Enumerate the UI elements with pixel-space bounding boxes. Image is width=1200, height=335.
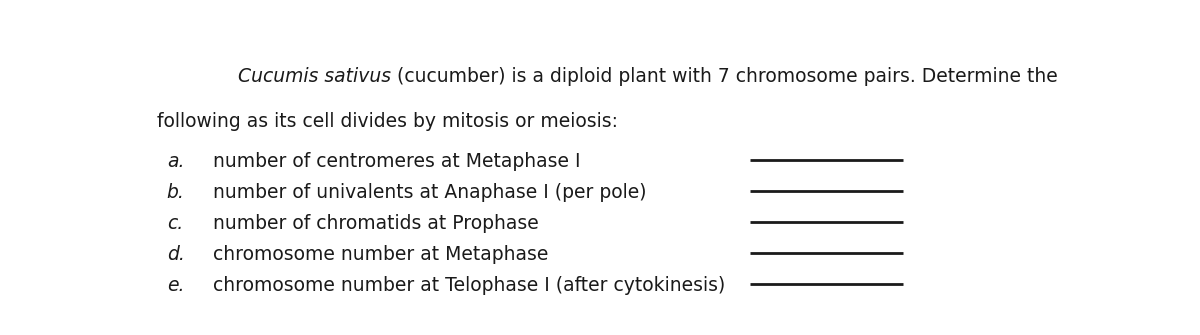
Text: d.: d. bbox=[167, 245, 185, 264]
Text: number of centromeres at Metaphase I: number of centromeres at Metaphase I bbox=[214, 152, 581, 172]
Text: e.: e. bbox=[167, 276, 185, 295]
Text: b.: b. bbox=[167, 183, 185, 202]
Text: Cucumis sativus: Cucumis sativus bbox=[239, 67, 391, 86]
Text: c.: c. bbox=[167, 214, 182, 233]
Text: chromosome number at Metaphase: chromosome number at Metaphase bbox=[214, 245, 548, 264]
Text: number of chromatids at Prophase: number of chromatids at Prophase bbox=[214, 214, 539, 233]
Text: chromosome number at Telophase I (after cytokinesis): chromosome number at Telophase I (after … bbox=[214, 276, 726, 295]
Text: a.: a. bbox=[167, 152, 185, 172]
Text: following as its cell divides by mitosis or meiosis:: following as its cell divides by mitosis… bbox=[157, 113, 618, 131]
Text: (cucumber) is a diploid plant with 7 chromosome pairs. Determine the: (cucumber) is a diploid plant with 7 chr… bbox=[391, 67, 1058, 86]
Text: number of univalents at Anaphase I (per pole): number of univalents at Anaphase I (per … bbox=[214, 183, 647, 202]
